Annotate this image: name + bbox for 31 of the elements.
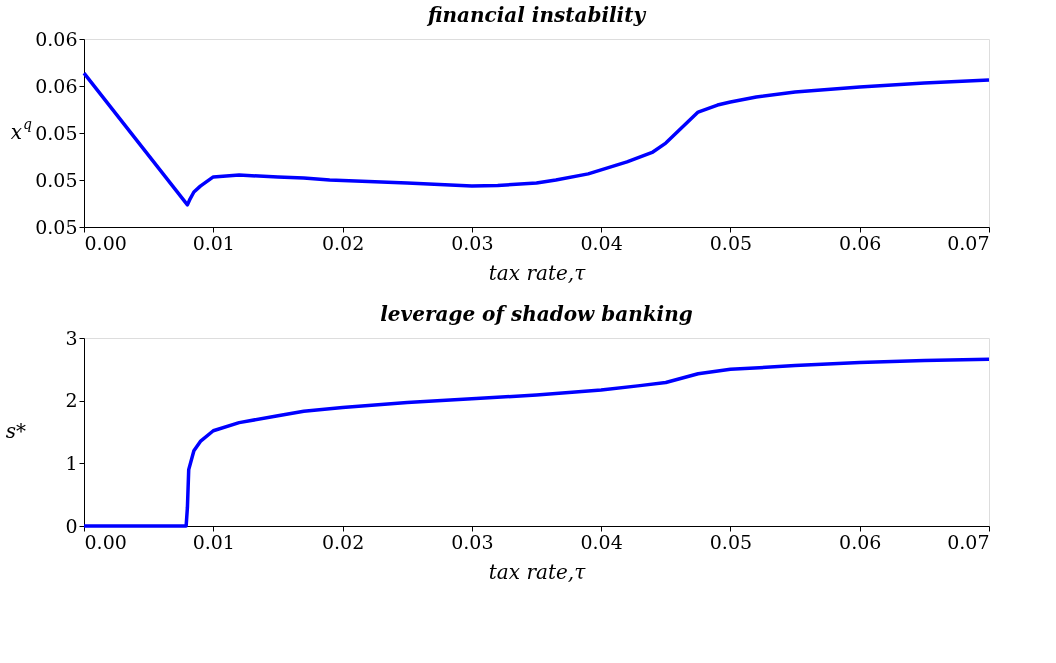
x-tick-label: 0.01 <box>192 231 235 254</box>
y-tick-label: 0.05 <box>35 215 78 238</box>
y-tick-label: 0.06 <box>35 27 78 50</box>
chart-title: leverage of shadow banking <box>380 302 693 326</box>
x-tick-label: 0.07 <box>947 530 990 553</box>
x-tick-label: 0.03 <box>451 231 494 254</box>
y-tick-label: 1 <box>65 451 78 474</box>
y-tick-label: 0 <box>65 514 78 537</box>
line-series <box>82 71 991 207</box>
x-tick-label: 0.02 <box>321 231 365 254</box>
x-tick-label: 0.07 <box>947 231 990 254</box>
x-tick-label: 0.00 <box>84 231 127 254</box>
x-tick-label: 0.04 <box>580 530 623 553</box>
y-tick-label: 0.05 <box>35 168 78 191</box>
x-axis-title: tax rate,τ <box>488 260 587 285</box>
x-tick-label: 0.00 <box>84 530 127 553</box>
x-tick-label: 0.05 <box>709 231 753 254</box>
y-axis-title: s* <box>5 419 26 443</box>
y-tick-label: 0.06 <box>35 74 78 97</box>
x-axis-title: tax rate,τ <box>488 559 587 584</box>
chart-title: financial instability <box>425 3 647 27</box>
x-tick-label: 0.04 <box>580 231 623 254</box>
x-tick-label: 0.01 <box>192 530 235 553</box>
x-tick-label: 0.06 <box>839 530 882 553</box>
y-tick-label: 2 <box>65 389 78 412</box>
y-tick-label: 0.05 <box>35 121 78 144</box>
x-tick-label: 0.06 <box>839 231 882 254</box>
y-tick-label: 3 <box>65 326 78 349</box>
x-tick-label: 0.02 <box>321 530 365 553</box>
x-tick-label: 0.03 <box>451 530 494 553</box>
x-tick-label: 0.05 <box>709 530 753 553</box>
